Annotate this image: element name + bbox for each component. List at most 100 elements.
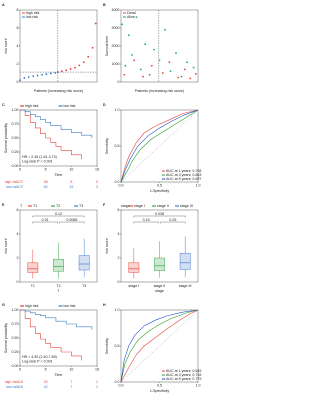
- p-value: 0.038: [155, 212, 164, 216]
- risk-count: 116: [17, 385, 23, 389]
- x-tick-label: 5: [45, 367, 47, 371]
- risk-count: 15: [69, 185, 73, 189]
- panel-label: G: [2, 303, 5, 307]
- panel-label: B: [103, 3, 106, 7]
- point: [186, 61, 188, 64]
- y-tick-label: 4000: [112, 8, 120, 12]
- roc-curve: [120, 309, 199, 383]
- plot-frame: [19, 9, 98, 83]
- point: [142, 75, 144, 78]
- legend-label: AUC at 3 years: 0.716: [166, 373, 201, 377]
- y-tick-label: 1.0: [115, 108, 120, 112]
- y-tick-label: 6: [17, 208, 19, 212]
- legend-title: T: [20, 204, 23, 208]
- point: [168, 61, 171, 64]
- point: [45, 73, 48, 75]
- risk-row-label: high risk: [5, 180, 19, 184]
- point: [82, 61, 85, 64]
- point: [135, 16, 138, 19]
- y-tick-label: 0.75: [12, 122, 19, 126]
- legend-label: stage I: [134, 204, 145, 208]
- y-tick-label: 4: [118, 232, 120, 236]
- survival-curve: [20, 109, 93, 138]
- x-tick-label: 0: [19, 367, 21, 371]
- risk-count: 3: [96, 185, 98, 189]
- risk-count: 7: [70, 385, 72, 389]
- annotation: Log-rank P < 0.001: [22, 159, 53, 163]
- x-tick-label: 0: [19, 167, 21, 171]
- y-axis-label: Survival probability: [4, 323, 8, 353]
- x-axis-label: Time: [55, 373, 63, 377]
- legend-label: high risk: [25, 104, 39, 108]
- survival-curve: [20, 109, 82, 160]
- panel-label: A: [2, 3, 5, 7]
- point: [74, 66, 76, 69]
- y-tick-label: 1.00: [12, 108, 19, 112]
- risk-count: 30: [44, 380, 48, 384]
- y-tick-label: 0: [17, 80, 19, 84]
- roc-curve: [120, 109, 199, 183]
- y-tick-label: 0: [17, 280, 19, 284]
- y-tick-label: 0.0: [115, 180, 120, 184]
- legend-label: AUC at 1 years: 0.645: [166, 369, 201, 373]
- point: [127, 34, 130, 37]
- y-tick-label: 2: [17, 256, 19, 260]
- panel-label: C: [2, 103, 5, 107]
- y-tick-label: 6: [118, 208, 120, 212]
- y-tick-label: 0.0: [115, 380, 120, 384]
- risk-count: 63: [44, 185, 48, 189]
- y-axis-label: risk score: [4, 38, 8, 53]
- y-tick-label: 0.25: [12, 150, 19, 154]
- panel-label: H: [103, 303, 106, 307]
- point: [27, 76, 30, 78]
- point: [131, 54, 133, 56]
- y-tick-label: 0: [118, 280, 120, 284]
- x-tick-label: 0.0: [119, 383, 124, 387]
- panel-label: D: [103, 103, 106, 107]
- legend-label: stage III: [180, 204, 193, 208]
- y-axis-label: risk score: [4, 238, 8, 253]
- box: [27, 262, 39, 273]
- risk-row-label: low risk: [6, 385, 18, 389]
- box: [53, 258, 64, 272]
- legend-label: high risk: [26, 11, 40, 15]
- risk-count: 172: [17, 180, 23, 184]
- risk-count: 1: [96, 380, 98, 384]
- p-value: 0.0085: [66, 218, 77, 222]
- y-tick-label: 3000: [112, 26, 120, 30]
- x-axis-label: Patients (increasing risk score): [34, 89, 83, 93]
- annotation: HR = 4.30 (2.40-7.69): [22, 355, 57, 359]
- x-tick-label: 1.0: [196, 183, 201, 187]
- risk-count: 116: [17, 380, 23, 384]
- y-tick-label: 0.25: [12, 350, 19, 354]
- legend-label: high risk: [25, 304, 39, 308]
- legend-title: stage: [121, 204, 130, 208]
- risk-row-label: low risk: [6, 185, 18, 189]
- point: [87, 55, 90, 58]
- risk-count: 38: [44, 180, 48, 184]
- bracket: [160, 221, 186, 224]
- legend-label: AUC at 5 years: 0.697: [166, 177, 201, 181]
- point: [65, 69, 68, 72]
- x-tick-label: T2: [56, 284, 60, 288]
- roc-curve: [120, 309, 199, 383]
- risk-count: 172: [17, 185, 23, 189]
- x-axis-label: 1-Specificity: [150, 189, 170, 193]
- risk-count: 42: [44, 385, 48, 389]
- point: [177, 76, 180, 79]
- legend-label: AUC at 5 years: 0.779: [166, 377, 201, 381]
- p-value: 0.25: [169, 218, 176, 222]
- risk-count: 1: [96, 385, 98, 389]
- x-tick-label: 5: [45, 167, 47, 171]
- legend-label: Dead: [127, 11, 136, 15]
- annotation: HR = 2.45 (1.61-3.74): [22, 155, 57, 159]
- x-tick-label: 10: [69, 367, 73, 371]
- x-tick-label: 0.0: [119, 183, 124, 187]
- point: [78, 64, 81, 67]
- x-tick-label: 15: [95, 367, 99, 371]
- point: [194, 73, 197, 75]
- survival-curve: [20, 309, 82, 361]
- point: [192, 66, 195, 69]
- bracket: [59, 221, 85, 224]
- legend-label: stage II: [157, 204, 169, 208]
